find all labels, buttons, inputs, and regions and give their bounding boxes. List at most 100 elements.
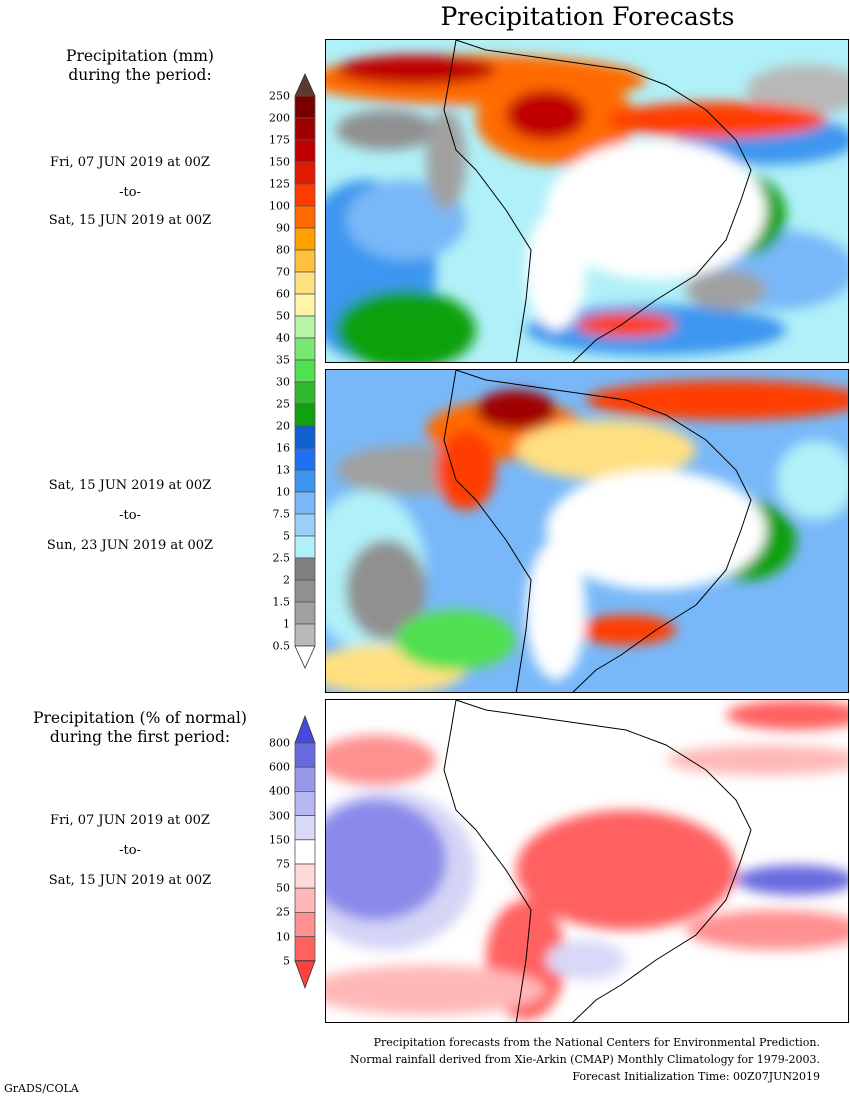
amount-legend-heading: Precipitation (mm) during the period: — [20, 47, 260, 85]
amount-top-arrow — [294, 73, 316, 97]
amount-swatch — [294, 95, 316, 119]
amount-colorbar-label: 40 — [276, 331, 290, 345]
percent-colorbar-label: 800 — [269, 736, 290, 750]
amount-swatch — [294, 381, 316, 405]
percent-colorbar-label: 300 — [269, 809, 290, 823]
period2-to: -to- — [119, 508, 141, 523]
percent-swatch — [294, 815, 316, 841]
page-title: Precipitation Forecasts — [440, 2, 735, 31]
percent-colorbar-label: 75 — [276, 857, 290, 871]
percent-swatch — [294, 839, 316, 865]
amount-colorbar-label: 60 — [276, 287, 290, 301]
amount-heading-line1: Precipitation (mm) — [66, 47, 214, 65]
amount-bottom-arrow — [294, 645, 316, 669]
amount-colorbar-label: 100 — [269, 199, 290, 213]
amount-swatch — [294, 425, 316, 449]
amount-colorbar-label: 30 — [276, 375, 290, 389]
period2-start: Sat, 15 JUN 2019 at 00Z — [48, 478, 212, 493]
period3-start: Fri, 07 JUN 2019 at 00Z — [50, 813, 210, 828]
period1-end: Sat, 15 JUN 2019 at 00Z — [48, 213, 212, 228]
colorbars — [294, 73, 316, 989]
footer-source-line: Precipitation forecasts from the Nationa… — [373, 1036, 820, 1049]
amount-swatch — [294, 513, 316, 537]
percent-colorbar-label: 5 — [283, 954, 290, 968]
amount-colorbar-label: 80 — [276, 243, 290, 257]
amount-swatch — [294, 623, 316, 647]
amount-swatch — [294, 469, 316, 493]
amount-colorbar-label: 150 — [269, 155, 290, 169]
amount-colorbar-label: 200 — [269, 111, 290, 125]
amount-colorbar-label: 175 — [269, 133, 290, 147]
amount-colorbar-label: 2 — [283, 573, 290, 587]
amount-swatch — [294, 359, 316, 383]
amount-swatch — [294, 491, 316, 515]
amount-colorbar-label: 250 — [269, 89, 290, 103]
period1-to: -to- — [119, 185, 141, 200]
amount-colorbar-label: 1.5 — [272, 595, 291, 609]
period2-end: Sun, 23 JUN 2019 at 00Z — [46, 538, 214, 553]
amount-swatch — [294, 249, 316, 273]
amount-colorbar-label: 7.5 — [272, 507, 291, 521]
amount-swatch — [294, 205, 316, 229]
amount-swatch — [294, 293, 316, 317]
amount-swatch — [294, 601, 316, 625]
map-panel-period1 — [325, 39, 849, 363]
amount-swatch — [294, 139, 316, 163]
percent-swatch — [294, 887, 316, 913]
amount-colorbar-label: 25 — [276, 397, 290, 411]
amount-colorbar-label: 20 — [276, 419, 290, 433]
percent-normal-map — [326, 700, 848, 1022]
amount-swatch — [294, 117, 316, 141]
map-panel-period2 — [325, 369, 849, 693]
amount-swatch — [294, 315, 316, 339]
period3-to: -to- — [119, 843, 141, 858]
percent-colorbar-label: 400 — [269, 784, 290, 798]
percent-swatch — [294, 742, 316, 768]
percent-colorbar-label: 150 — [269, 833, 290, 847]
amount-swatch — [294, 183, 316, 207]
precip-map-period2 — [326, 370, 848, 692]
amount-swatch — [294, 447, 316, 471]
precip-map-period1 — [326, 40, 848, 362]
percent-colorbar-label: 25 — [276, 905, 290, 919]
percent-heading-line1: Precipitation (% of normal) — [33, 709, 247, 727]
amount-swatch — [294, 535, 316, 559]
percent-swatch — [294, 936, 316, 962]
footer-init-time: Forecast Initialization Time: 00Z07JUN20… — [572, 1070, 820, 1083]
percent-colorbar-label: 50 — [276, 881, 290, 895]
amount-swatch — [294, 337, 316, 361]
amount-swatch — [294, 557, 316, 581]
percent-top-arrow — [294, 714, 316, 744]
amount-swatch — [294, 227, 316, 251]
amount-colorbar-label: 2.5 — [272, 551, 291, 565]
amount-colorbar-label: 1 — [283, 617, 290, 631]
footer-normal-line: Normal rainfall derived from Xie-Arkin (… — [350, 1053, 820, 1066]
amount-swatch — [294, 579, 316, 603]
amount-swatch — [294, 161, 316, 185]
percent-swatch — [294, 766, 316, 792]
credit-label: GrADS/COLA — [4, 1082, 79, 1095]
map-panel-percent-normal — [325, 699, 849, 1023]
amount-heading-line2: during the period: — [68, 66, 212, 84]
percent-swatch — [294, 863, 316, 889]
amount-colorbar-label: 16 — [276, 441, 290, 455]
percent-heading-line2: during the first period: — [49, 728, 231, 746]
amount-colorbar-label: 90 — [276, 221, 290, 235]
amount-colorbar-label: 125 — [269, 177, 290, 191]
amount-swatch — [294, 403, 316, 427]
percent-swatch — [294, 791, 316, 817]
period3-end: Sat, 15 JUN 2019 at 00Z — [48, 873, 212, 888]
percent-legend-heading: Precipitation (% of normal) during the f… — [10, 709, 270, 747]
amount-colorbar-label: 50 — [276, 309, 290, 323]
amount-colorbar-label: 13 — [276, 463, 290, 477]
percent-swatch — [294, 912, 316, 938]
amount-colorbar-label: 10 — [276, 485, 290, 499]
percent-colorbar-label: 600 — [269, 760, 290, 774]
amount-colorbar-label: 70 — [276, 265, 290, 279]
percent-bottom-arrow — [294, 960, 316, 989]
percent-colorbar-label: 10 — [276, 930, 290, 944]
amount-colorbar-label: 5 — [283, 529, 290, 543]
amount-colorbar-label: 35 — [276, 353, 290, 367]
amount-swatch — [294, 271, 316, 295]
amount-colorbar-label: 0.5 — [272, 639, 291, 653]
